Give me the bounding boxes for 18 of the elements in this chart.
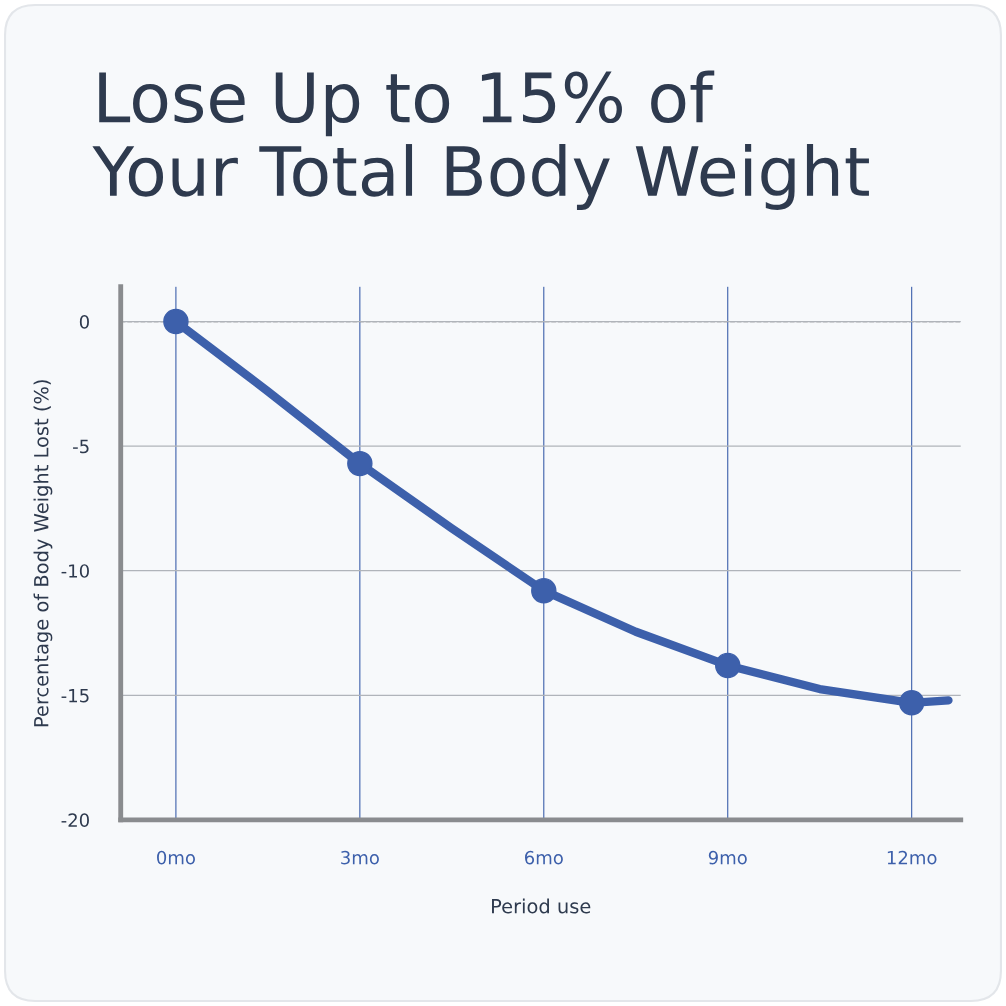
- point: [531, 577, 557, 604]
- y-tick-label: -5: [73, 439, 89, 454]
- x-tick-label: 12mo: [887, 850, 937, 865]
- x-axis-title: Period use: [492, 898, 591, 914]
- x-tick-label: 0mo: [157, 850, 195, 865]
- y-tick-label: -10: [61, 564, 89, 578]
- point: [347, 450, 373, 477]
- point: [715, 652, 741, 679]
- y-axis-title: Percentage of Body Weight Lost (%): [33, 380, 53, 727]
- point: [163, 308, 189, 335]
- x-tick-label: 6mo: [524, 850, 563, 865]
- y-tick-label: 0: [79, 315, 89, 329]
- x-tick-label: 9mo: [708, 850, 747, 865]
- x-tick-label: 3mo: [341, 850, 379, 865]
- chart-title: Lose Up to 15% of Your Total Body Weight: [92, 70, 869, 210]
- y-tick-label: -15: [61, 689, 89, 703]
- y-tick-label: -20: [61, 813, 89, 828]
- point: [898, 690, 925, 716]
